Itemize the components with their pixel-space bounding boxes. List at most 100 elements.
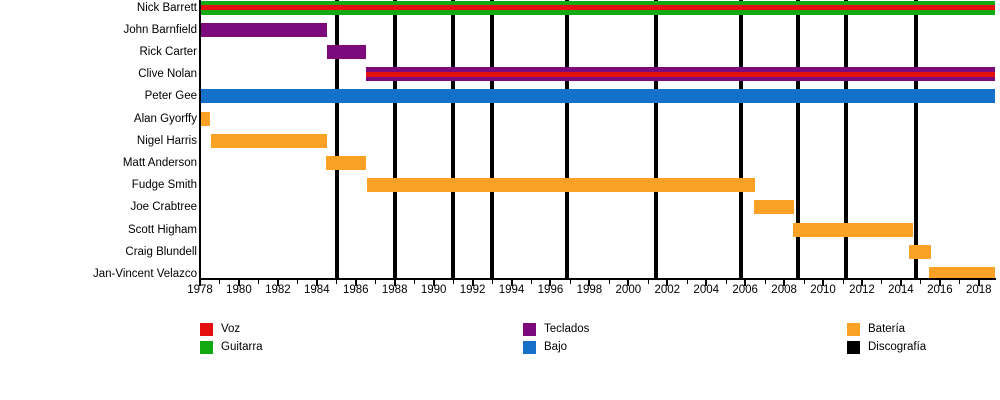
legend-swatch-orange	[847, 323, 860, 336]
member-bar	[325, 155, 367, 170]
x-axis-tick	[452, 280, 454, 284]
x-axis-tick	[491, 280, 493, 284]
discography-line	[795, 0, 800, 278]
member-bar	[200, 22, 327, 37]
x-axis-tick-label: 2004	[693, 284, 720, 296]
x-axis-tick-label: 1988	[381, 284, 408, 296]
x-axis-tick-label: 1992	[459, 284, 486, 296]
discography-line	[335, 0, 340, 278]
discography-line	[451, 0, 456, 278]
x-axis-tick	[238, 280, 240, 286]
x-axis-tick-label: 1986	[342, 284, 369, 296]
member-bar	[929, 266, 996, 278]
legend-label: Batería	[868, 323, 906, 335]
member-bar	[366, 67, 996, 82]
member-label: John Barnfield	[123, 23, 197, 36]
x-axis-tick	[900, 280, 902, 286]
discography-line	[739, 0, 744, 278]
x-axis-tick	[374, 280, 376, 284]
plot-area	[200, 0, 996, 278]
x-axis-tick	[530, 280, 532, 284]
member-bar	[326, 44, 367, 59]
x-axis-tick	[725, 280, 727, 284]
x-axis-tick-label: 1990	[420, 284, 447, 296]
member-bar	[908, 244, 932, 259]
member-bar	[200, 111, 210, 126]
x-axis-tick	[218, 280, 220, 284]
legend-label: Guitarra	[221, 341, 263, 353]
discography-line	[490, 0, 495, 278]
member-label: Clive Nolan	[138, 68, 197, 81]
discography-line	[392, 0, 397, 278]
member-label: Peter Gee	[144, 90, 197, 103]
x-axis-tick	[316, 280, 318, 286]
x-axis-tick	[627, 280, 629, 286]
x-axis-tick-label: 2002	[654, 284, 681, 296]
x-axis-tick	[433, 280, 435, 286]
x-axis-tick-label: 1996	[537, 284, 564, 296]
x-axis-line	[199, 278, 996, 280]
x-axis-tick	[296, 280, 298, 284]
x-axis-tick-label: 1998	[576, 284, 603, 296]
x-axis-tick-label: 1982	[265, 284, 291, 296]
member-label: Craig Blundell	[125, 245, 197, 258]
x-axis-tick-label: 1994	[498, 284, 525, 296]
x-axis-tick	[958, 280, 960, 284]
legend-label: Teclados	[544, 323, 590, 335]
x-axis-tick	[861, 280, 863, 286]
member-bar	[210, 133, 327, 148]
x-axis-tick	[666, 280, 668, 286]
x-axis-tick	[588, 280, 590, 286]
x-axis-tick	[686, 280, 688, 284]
member-bar	[753, 200, 794, 215]
x-axis-tick	[394, 280, 396, 286]
member-bar	[200, 89, 996, 104]
member-label: Joe Crabtree	[130, 201, 197, 214]
x-axis-tick	[199, 280, 201, 286]
x-axis-tick	[549, 280, 551, 286]
legend-swatch-black	[847, 341, 860, 354]
member-label: Matt Anderson	[122, 156, 197, 169]
x-axis-tick	[647, 280, 649, 284]
legend-swatch-green	[200, 341, 213, 354]
member-label: Jan-Vincent Velazco	[93, 267, 197, 280]
x-axis-tick-label: 2010	[810, 284, 836, 296]
member-bar	[792, 222, 913, 237]
x-axis-tick	[842, 280, 844, 284]
member-label: Nick Barrett	[136, 1, 197, 14]
x-axis-tick-label: 2018	[966, 284, 992, 296]
x-axis-tick-label: 1984	[304, 284, 330, 296]
x-axis-tick	[822, 280, 824, 286]
discography-line	[844, 0, 849, 278]
x-axis-tick	[880, 280, 882, 284]
x-axis-tick-label: 2006	[732, 284, 758, 296]
x-axis-tick	[277, 280, 279, 286]
x-axis-tick	[803, 280, 805, 284]
discography-line	[565, 0, 569, 278]
x-axis-tick	[511, 280, 513, 286]
discography-line	[653, 0, 658, 278]
x-axis-tick	[257, 280, 259, 284]
x-axis-tick-label: 2016	[927, 284, 953, 296]
member-label: Rick Carter	[139, 45, 197, 58]
x-axis-tick	[355, 280, 357, 286]
member-label: Alan Gyorffy	[133, 112, 197, 125]
x-axis-tick	[569, 280, 571, 284]
x-axis-tick	[335, 280, 337, 284]
x-axis-tick-label: 2000	[615, 284, 642, 296]
x-axis-tick	[978, 280, 980, 286]
x-axis-tick	[783, 280, 785, 286]
x-axis-tick	[919, 280, 921, 284]
x-axis-tick-label: 2014	[888, 284, 914, 296]
x-axis-tick-label: 2012	[849, 284, 875, 296]
x-axis-tick	[608, 280, 610, 284]
x-axis-tick	[744, 280, 746, 286]
member-label: Scott Higham	[127, 223, 197, 236]
bar-role-stripe	[200, 5, 996, 10]
x-axis-tick-label: 2008	[771, 284, 797, 296]
legend-swatch-red	[200, 323, 213, 336]
member-bar	[367, 178, 755, 193]
x-axis-tick	[705, 280, 707, 286]
member-bar	[200, 0, 996, 15]
